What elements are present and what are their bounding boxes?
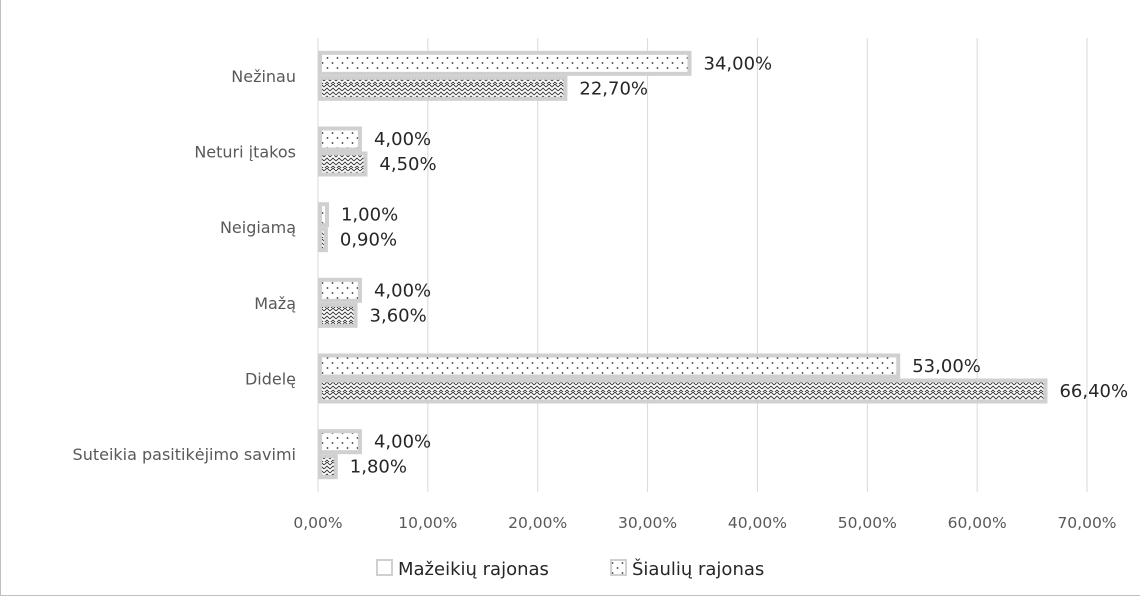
x-tick-label: 60,00% bbox=[948, 514, 1007, 532]
bar-siauliu bbox=[318, 378, 1048, 404]
category-label: Mažą bbox=[254, 294, 296, 313]
category-label: Neturi įtakos bbox=[194, 143, 296, 162]
data-label: 0,90% bbox=[340, 230, 397, 251]
bar-siauliu bbox=[318, 302, 358, 328]
data-label: 4,00% bbox=[374, 432, 431, 453]
data-label: 4,00% bbox=[374, 280, 431, 301]
bar-siauliu bbox=[318, 151, 368, 177]
legend-swatch bbox=[376, 559, 393, 576]
data-label: 4,50% bbox=[379, 154, 436, 175]
data-label: 22,70% bbox=[579, 78, 648, 99]
data-label: 53,00% bbox=[912, 356, 981, 377]
x-tick-label: 40,00% bbox=[728, 514, 787, 532]
bar-mazeikiu bbox=[318, 277, 362, 303]
data-label: 34,00% bbox=[704, 53, 773, 74]
category-label: Nežinau bbox=[231, 67, 296, 86]
category-label: Didelę bbox=[245, 370, 296, 389]
legend-swatch bbox=[610, 559, 627, 576]
x-tick-label: 0,00% bbox=[293, 514, 342, 532]
bar-mazeikiu bbox=[318, 429, 362, 455]
x-tick-label: 30,00% bbox=[618, 514, 677, 532]
legend-label: Šiaulių rajonas bbox=[632, 558, 764, 580]
legend-label: Mažeikių rajonas bbox=[398, 559, 549, 580]
data-label: 1,00% bbox=[341, 205, 398, 226]
labels: 0,00% 10,00% 20,00% 30,00% 40,00% 50,00% 60,00… bbox=[73, 53, 1129, 532]
x-tick-label: 20,00% bbox=[508, 514, 567, 532]
gridlines bbox=[317, 38, 1088, 492]
x-tick-label: 70,00% bbox=[1057, 514, 1116, 532]
bar-siauliu bbox=[318, 227, 328, 253]
bars bbox=[318, 50, 1048, 480]
bar-siauliu bbox=[318, 75, 568, 101]
x-tick-label: 10,00% bbox=[398, 514, 457, 532]
data-label: 4,00% bbox=[374, 129, 431, 150]
bar-mazeikiu bbox=[318, 353, 901, 379]
data-label: 1,80% bbox=[350, 457, 407, 478]
data-label: 66,40% bbox=[1059, 381, 1128, 402]
category-label: Suteikia pasitikėjimo savimi bbox=[73, 445, 296, 464]
bar-mazeikiu bbox=[318, 126, 362, 152]
category-label: Neigiamą bbox=[220, 218, 296, 237]
bar-mazeikiu bbox=[318, 50, 692, 76]
legend: Mažeikių rajonas Šiaulių rajonas bbox=[376, 558, 764, 580]
x-tick-label: 50,00% bbox=[838, 514, 897, 532]
bar-siauliu bbox=[318, 454, 338, 480]
bar-mazeikiu bbox=[318, 202, 329, 228]
data-label: 3,60% bbox=[370, 305, 427, 326]
